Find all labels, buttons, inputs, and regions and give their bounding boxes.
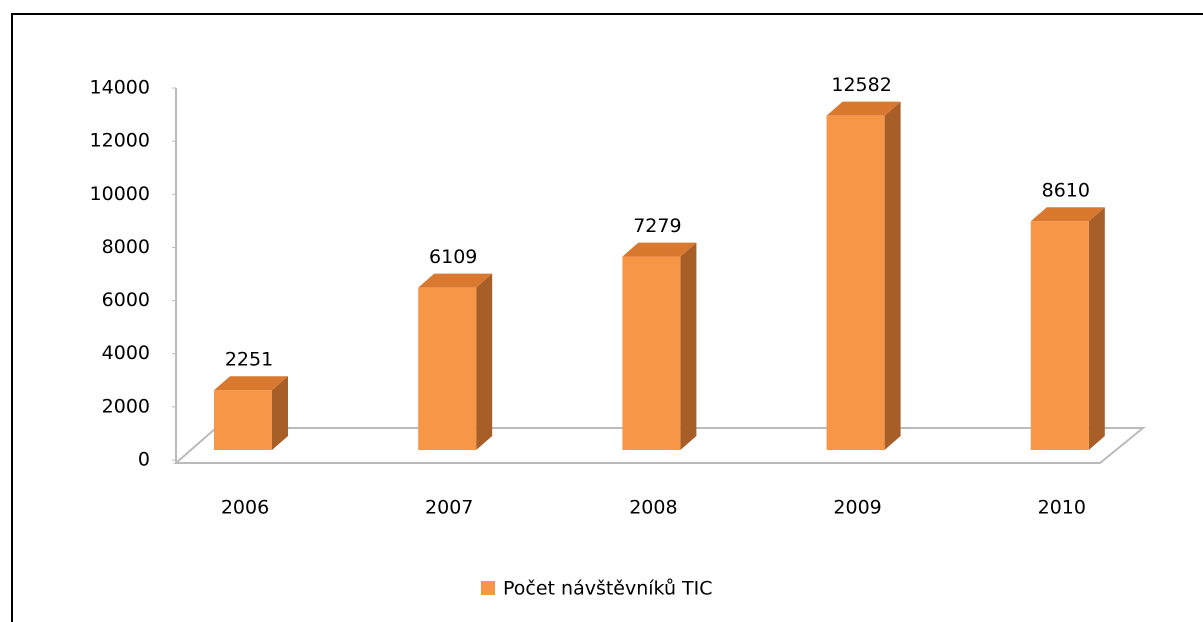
y-tick-label: 0 [138,449,150,471]
x-tick-label: 2009 [833,497,881,519]
bar [214,376,288,450]
y-tick-label: 4000 [102,342,150,364]
x-tick-label: 2007 [425,497,473,519]
y-tick-label: 12000 [90,130,150,152]
legend-swatch [481,581,495,595]
bar-side [680,242,697,450]
bar-side [1088,207,1105,450]
x-tick-label: 2010 [1038,497,1086,519]
value-label: 2251 [225,349,273,371]
bar-top [418,273,493,288]
bar-top [622,242,697,257]
bar-front [418,287,477,450]
value-label: 6109 [429,246,477,268]
bar-top [826,101,901,116]
bar-top [214,376,288,391]
x-tick-label: 2008 [629,497,677,519]
y-tick-label: 6000 [102,289,150,311]
x-tick-label: 2006 [221,497,269,519]
bar-top [1030,207,1105,222]
chart-border [11,13,1203,622]
value-label: 7279 [633,215,681,237]
value-label: 12582 [831,74,891,96]
bar-front [622,256,681,450]
bar-front [214,390,272,450]
bar-front [1030,221,1089,450]
value-label: 8610 [1042,180,1090,202]
bar [1030,207,1105,450]
bar-side [272,376,288,450]
bar-front [826,115,885,450]
y-tick-label: 8000 [102,236,150,258]
bar [826,101,901,450]
y-tick-label: 14000 [90,77,150,99]
y-tick-label: 10000 [90,183,150,205]
bar-side [884,101,901,450]
bar [418,273,493,450]
legend-label: Počet návštěvníků TIC [503,578,713,600]
y-tick-label: 2000 [102,395,150,417]
bar [622,242,697,450]
bar-side [476,273,493,450]
